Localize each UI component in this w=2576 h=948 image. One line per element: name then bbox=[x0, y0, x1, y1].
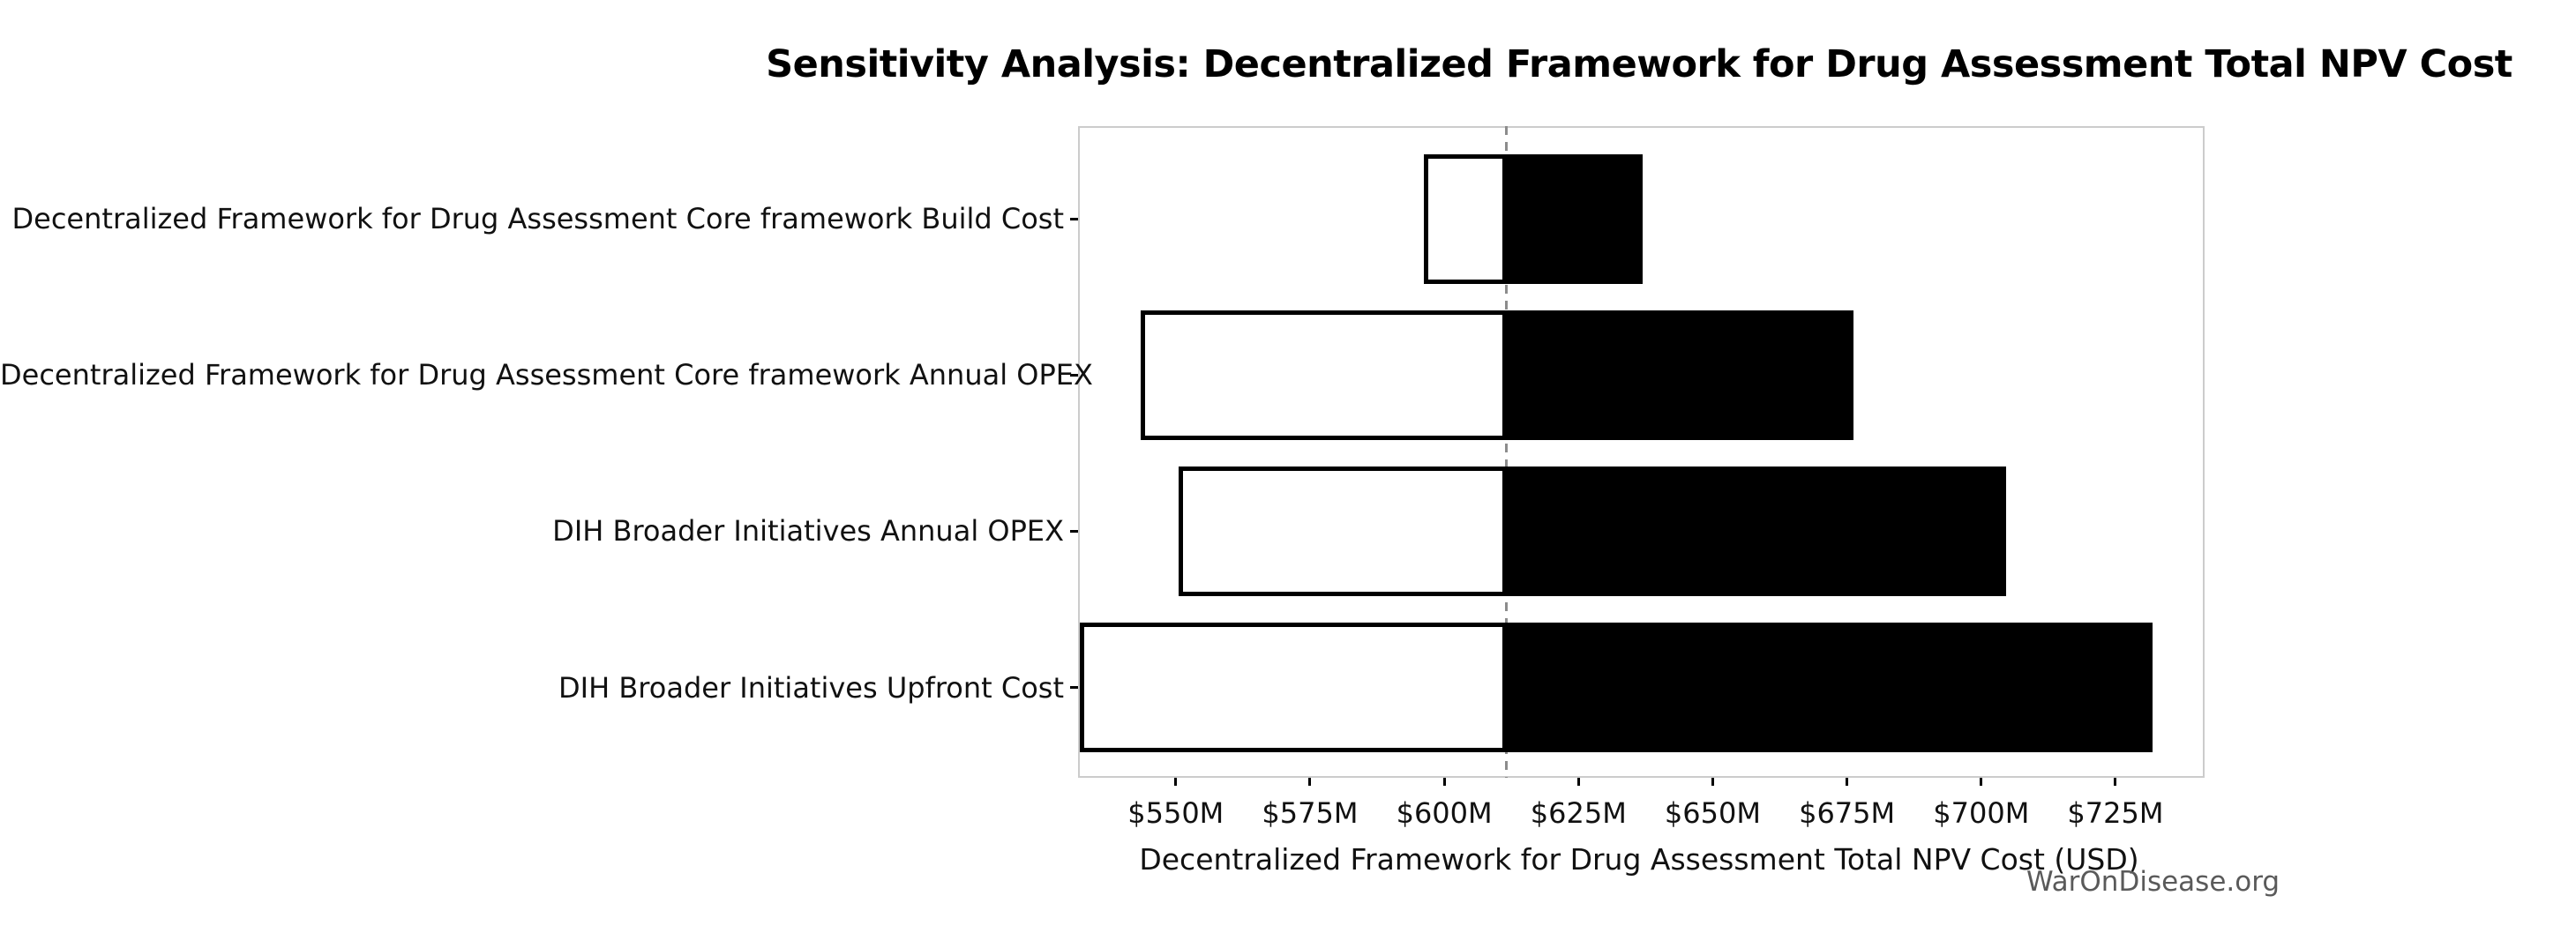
y-axis-tick bbox=[1070, 686, 1078, 689]
baseline-dashed-line bbox=[1505, 126, 1509, 778]
bar-low-segment bbox=[1080, 623, 1507, 752]
bar-high-segment bbox=[1506, 153, 1643, 284]
chart-title: Sensitivity Analysis: Decentralized Fram… bbox=[766, 42, 2512, 86]
x-axis-tick bbox=[1174, 778, 1178, 786]
y-axis-category-label: DIH Broader Initiatives Annual OPEX bbox=[552, 514, 1064, 549]
x-axis-tick bbox=[1308, 778, 1312, 786]
x-axis-tick-label: $675M bbox=[1799, 796, 1896, 830]
x-axis-tick bbox=[1846, 778, 1849, 786]
x-axis-tick-label: $575M bbox=[1262, 796, 1359, 830]
y-axis-tick bbox=[1070, 529, 1078, 533]
bar-high-segment bbox=[1506, 466, 2007, 596]
bar-low-segment bbox=[1140, 310, 1507, 440]
x-axis-tick-label: $600M bbox=[1396, 796, 1493, 830]
bar-low-segment bbox=[1423, 153, 1507, 284]
watermark-text: WarOnDisease.org bbox=[2026, 866, 2280, 898]
x-axis-tick-label: $650M bbox=[1664, 796, 1761, 830]
x-axis-tick-label: $700M bbox=[1933, 796, 2030, 830]
x-axis-tick bbox=[1442, 778, 1446, 786]
x-axis-tick bbox=[1711, 778, 1714, 786]
y-axis-tick bbox=[1070, 373, 1078, 377]
x-axis-tick bbox=[1576, 778, 1580, 786]
y-axis-category-label: DIH Broader Initiatives Upfront Cost bbox=[558, 670, 1064, 705]
bar-low-segment bbox=[1178, 466, 1507, 596]
y-axis-tick bbox=[1070, 217, 1078, 220]
x-axis-tick-label: $550M bbox=[1127, 796, 1224, 830]
x-axis-tick-label: $625M bbox=[1530, 796, 1627, 830]
x-axis-tick bbox=[1980, 778, 1983, 786]
x-axis-tick bbox=[2114, 778, 2117, 786]
x-axis-tick-label: $725M bbox=[2067, 796, 2164, 830]
y-axis-category-label: Decentralized Framework for Drug Assessm… bbox=[0, 358, 1093, 392]
bar-high-segment bbox=[1506, 623, 2153, 752]
y-axis-category-label: Decentralized Framework for Drug Assessm… bbox=[11, 202, 1065, 235]
bar-high-segment bbox=[1506, 310, 1853, 440]
x-axis-label: Decentralized Framework for Drug Assessm… bbox=[1139, 842, 2139, 877]
